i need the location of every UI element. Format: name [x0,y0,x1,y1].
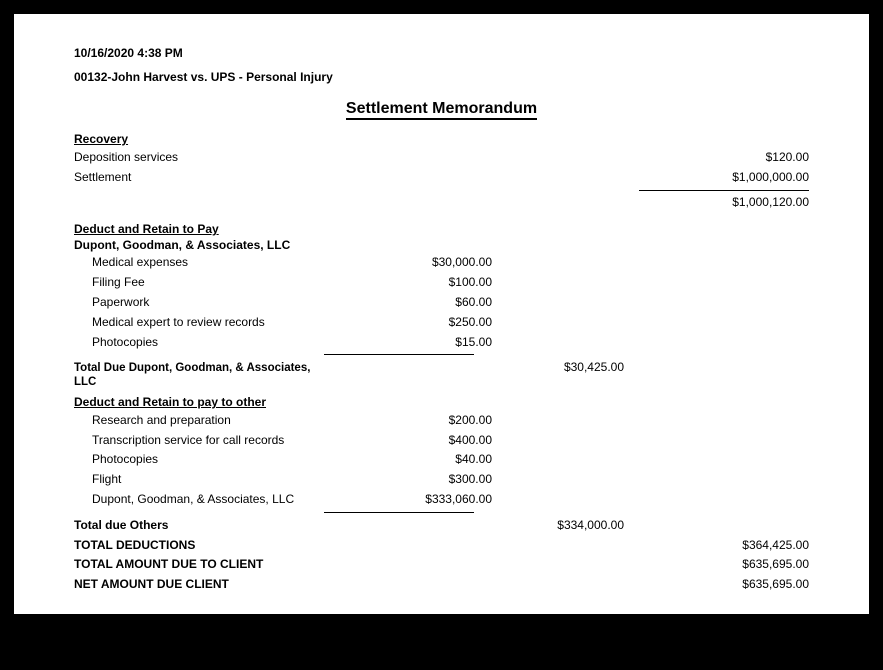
line-label: Medical expert to review records [74,313,342,333]
expense-row: Paperwork $60.00 [74,293,809,313]
summary-label: TOTAL AMOUNT DUE TO CLIENT [74,555,324,575]
line-amount: $60.00 [342,293,492,313]
line-label: Photocopies [74,450,342,470]
recovery-row: Deposition services $120.00 [74,148,809,168]
expense-row: Medical expert to review records $250.00 [74,313,809,333]
line-amount: $200.00 [342,411,492,431]
deduct-retain-header: Deduct and Retain to Pay [74,222,809,236]
recovery-total-row: $1,000,120.00 [74,188,809,213]
document-title: Settlement Memorandum [74,100,809,118]
line-label: Medical expenses [74,253,342,273]
line-label: Flight [74,470,342,490]
summary-label: NET AMOUNT DUE CLIENT [74,575,324,595]
deduct-retain-total-label: Total Due Dupont, Goodman, & Associates,… [74,362,324,388]
deduct-other-total-row: Total due Others $334,000.00 [74,510,809,536]
deduct-retain-total-row: Total Due Dupont, Goodman, & Associates,… [74,352,809,388]
expense-row: Photocopies $40.00 [74,450,809,470]
line-label: Deposition services [74,148,324,168]
summary-amount: $635,695.00 [624,555,809,575]
line-amount: $120.00 [624,148,809,168]
expense-row: Transcription service for call records $… [74,431,809,451]
recovery-total: $1,000,120.00 [639,190,809,213]
deduct-other-total: $334,000.00 [474,516,624,536]
expense-row: Flight $300.00 [74,470,809,490]
expense-row: Dupont, Goodman, & Associates, LLC $333,… [74,490,809,510]
line-amount: $400.00 [342,431,492,451]
line-amount: $300.00 [342,470,492,490]
line-label: Dupont, Goodman, & Associates, LLC [74,490,342,510]
line-label: Transcription service for call records [74,431,342,451]
expense-row: Research and preparation $200.00 [74,411,809,431]
line-label: Photocopies [74,333,342,353]
expense-row: Photocopies $15.00 [74,333,809,353]
summary-label: TOTAL DEDUCTIONS [74,536,324,556]
settlement-memo-page: 10/16/2020 4:38 PM 00132-John Harvest vs… [14,14,869,614]
deduct-retain-total: $30,425.00 [474,358,624,378]
deduct-other-header: Deduct and Retain to pay to other [74,395,809,409]
line-label: Settlement [74,168,324,188]
deduct-retain-party: Dupont, Goodman, & Associates, LLC [74,238,809,252]
line-label: Paperwork [74,293,342,313]
line-amount: $250.00 [342,313,492,333]
case-title: 00132-John Harvest vs. UPS - Personal In… [74,70,809,84]
summary-amount: $635,695.00 [624,575,809,595]
line-amount: $100.00 [342,273,492,293]
line-amount: $40.00 [342,450,492,470]
line-amount: $15.00 [342,333,492,353]
expense-row: Medical expenses $30,000.00 [74,253,809,273]
line-amount: $30,000.00 [342,253,492,273]
summary-row: TOTAL DEDUCTIONS $364,425.00 [74,536,809,556]
deduct-other-total-label: Total due Others [74,516,324,536]
line-amount: $333,060.00 [342,490,492,510]
line-label: Filing Fee [74,273,342,293]
line-label: Research and preparation [74,411,342,431]
recovery-row: Settlement $1,000,000.00 [74,168,809,188]
expense-row: Filing Fee $100.00 [74,273,809,293]
summary-row: NET AMOUNT DUE CLIENT $635,695.00 [74,575,809,595]
timestamp: 10/16/2020 4:38 PM [74,46,809,60]
line-amount: $1,000,000.00 [624,168,809,188]
recovery-header: Recovery [74,132,809,146]
summary-amount: $364,425.00 [624,536,809,556]
summary-row: TOTAL AMOUNT DUE TO CLIENT $635,695.00 [74,555,809,575]
